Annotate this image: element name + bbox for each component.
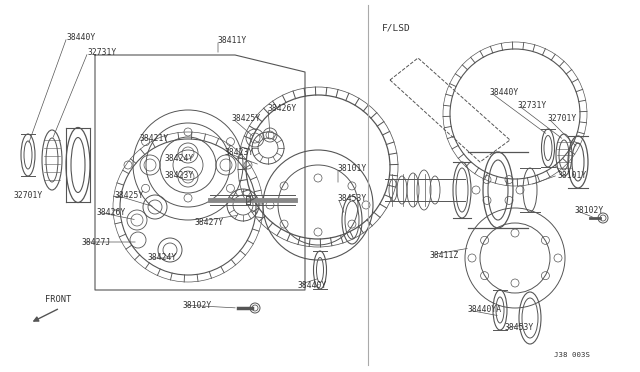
Text: 38423Y: 38423Y	[225, 148, 254, 157]
Text: 38411Z: 38411Z	[430, 250, 460, 260]
Text: 38424Y: 38424Y	[165, 154, 195, 163]
Text: 38453Y: 38453Y	[505, 324, 534, 333]
Text: 38102Y: 38102Y	[183, 301, 212, 310]
Text: 38427J: 38427J	[82, 237, 111, 247]
Text: 32731Y: 32731Y	[88, 48, 117, 57]
Text: 38421Y: 38421Y	[140, 134, 169, 142]
Text: 38102Y: 38102Y	[575, 205, 604, 215]
Text: 38423Y: 38423Y	[165, 170, 195, 180]
Text: 38427Y: 38427Y	[195, 218, 224, 227]
Text: 38101Y: 38101Y	[558, 170, 588, 180]
Text: 38453Y: 38453Y	[338, 193, 367, 202]
Text: 38440Y: 38440Y	[67, 32, 96, 42]
Text: FRONT: FRONT	[45, 295, 71, 305]
Text: 38440Y: 38440Y	[298, 280, 327, 289]
Text: 38425Y: 38425Y	[232, 113, 261, 122]
Text: 38426Y: 38426Y	[268, 103, 297, 112]
Text: 38411Y: 38411Y	[218, 35, 247, 45]
Text: 38424Y: 38424Y	[148, 253, 177, 263]
Text: 38101Y: 38101Y	[338, 164, 367, 173]
Text: 38425Y: 38425Y	[115, 190, 144, 199]
Text: 32701Y: 32701Y	[14, 190, 44, 199]
Text: J38 003S: J38 003S	[554, 352, 590, 358]
Text: 38426Y: 38426Y	[97, 208, 126, 217]
Text: 32701Y: 32701Y	[548, 113, 577, 122]
Text: F/LSD: F/LSD	[382, 23, 411, 32]
Text: 38440Y: 38440Y	[490, 87, 519, 96]
Text: 32731Y: 32731Y	[518, 100, 547, 109]
Text: 38440YA: 38440YA	[468, 305, 502, 314]
